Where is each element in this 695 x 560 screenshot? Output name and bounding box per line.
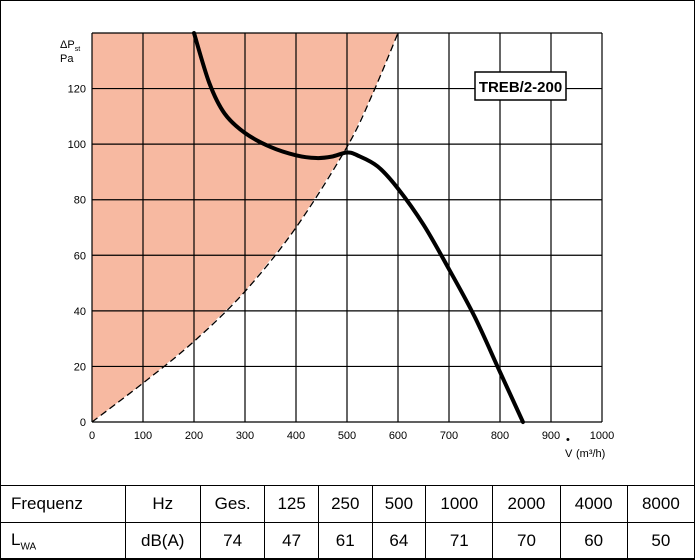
y-tick-label: 40 bbox=[74, 306, 86, 318]
y-unit-symbol: ΔP bbox=[60, 39, 75, 51]
table-data-row: LWA dB(A) 74 47 61 64 71 70 60 50 bbox=[0, 522, 695, 560]
x-axis-unit-symbol: V bbox=[565, 448, 573, 460]
x-tick-label: 800 bbox=[491, 430, 509, 442]
x-tick-label: 300 bbox=[236, 430, 254, 442]
fan-curve bbox=[192, 31, 525, 424]
x-tick-label: 600 bbox=[389, 430, 407, 442]
table-cell: 60 bbox=[559, 522, 628, 560]
y-tick-label: 80 bbox=[74, 195, 86, 207]
table-header-cell: Hz bbox=[124, 485, 201, 523]
table-cell: 74 bbox=[199, 522, 266, 560]
table-cell: 71 bbox=[425, 522, 494, 560]
table-cell: 50 bbox=[626, 522, 695, 560]
model-label: TREB/2-200 bbox=[479, 79, 562, 96]
y-axis-unit: Pa bbox=[60, 53, 74, 65]
y-tick-label: 0 bbox=[80, 417, 86, 429]
table-header-cell: 4000 bbox=[559, 485, 628, 523]
row-label-sub: WA bbox=[20, 541, 37, 553]
table-cell: 61 bbox=[317, 522, 373, 560]
y-axis-unit-label: ΔPst bbox=[60, 39, 80, 53]
x-tick-label: 1000 bbox=[590, 430, 614, 442]
y-unit-subscript: st bbox=[75, 46, 81, 53]
table-header-cell: Frequenz bbox=[0, 485, 126, 523]
table-header-cell: 125 bbox=[264, 485, 319, 523]
table-cell: 64 bbox=[371, 522, 427, 560]
table-cell: dB(A) bbox=[124, 522, 201, 560]
x-tick-label: 700 bbox=[440, 430, 458, 442]
y-tick-label: 20 bbox=[74, 361, 86, 373]
x-tick-label: 900 bbox=[542, 430, 560, 442]
x-axis-unit: (m³/h) bbox=[576, 448, 605, 460]
x-tick-label: 0 bbox=[89, 430, 95, 442]
y-tick-label: 120 bbox=[68, 84, 86, 96]
table-cell: 70 bbox=[492, 522, 561, 560]
table-header-cell: 2000 bbox=[492, 485, 561, 523]
row-label-main: L bbox=[11, 529, 21, 549]
x-tick-label: 400 bbox=[287, 430, 305, 442]
x-tick-label: 200 bbox=[185, 430, 203, 442]
x-tick-label: 100 bbox=[134, 430, 152, 442]
chart: 0 100 200 300 400 500 600 700 800 900 1000 0 20 40 60 8… bbox=[60, 31, 614, 460]
noise-table: Frequenz Hz Ges. 125 250 500 1000 2000 4000 8000 … bbox=[0, 485, 695, 560]
table-header-cell: 8000 bbox=[626, 485, 695, 523]
x-tick-label: 500 bbox=[338, 430, 356, 442]
table-header-cell: 500 bbox=[371, 485, 427, 523]
table-header-cell: 250 bbox=[317, 485, 373, 523]
table-header-cell: Ges. bbox=[199, 485, 266, 523]
y-tick-label: 100 bbox=[68, 139, 86, 151]
limit-curve-dashed bbox=[91, 32, 399, 423]
table-header-row: Frequenz Hz Ges. 125 250 500 1000 2000 4000 8000 bbox=[0, 485, 695, 523]
model-label-box bbox=[474, 71, 567, 101]
y-tick-label: 60 bbox=[74, 250, 86, 262]
row-label-lwa: LWA bbox=[0, 522, 126, 560]
x-axis-unit-dot: • bbox=[566, 434, 570, 446]
table-cell: 47 bbox=[264, 522, 319, 560]
table-header-cell: 1000 bbox=[425, 485, 494, 523]
